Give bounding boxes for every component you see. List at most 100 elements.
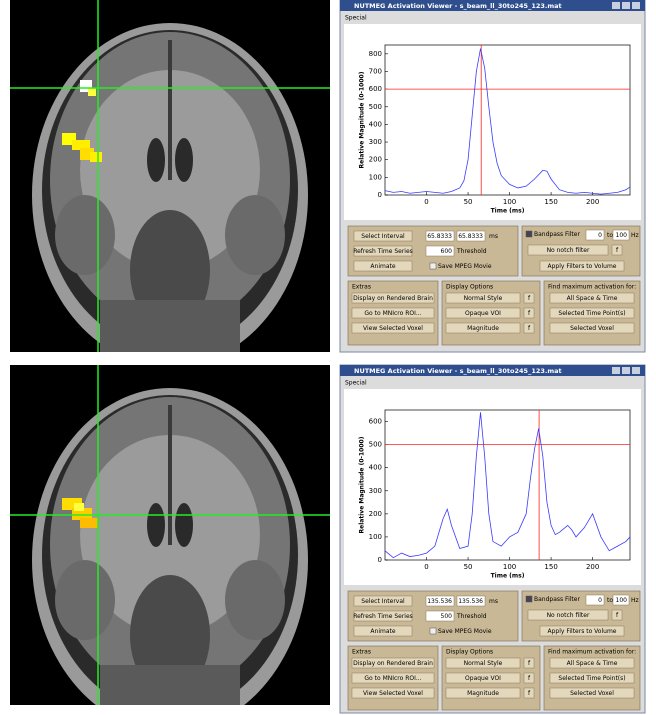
band-unit: Hz [631, 232, 639, 239]
mri-view [10, 365, 330, 715]
band-high-field-value: 100 [616, 232, 628, 239]
band-to: to [607, 232, 613, 239]
x-tick-label: 150 [544, 563, 557, 571]
temporal-lobe [225, 195, 285, 275]
y-tick-label: 400 [369, 464, 382, 472]
close-button[interactable] [632, 367, 640, 374]
refresh-button-label: Refresh Time Series [353, 248, 413, 255]
notch-dropdown-label: No notch filter [547, 612, 590, 619]
notch-dropdown-label: No notch filter [547, 247, 590, 254]
y-tick-label: 600 [369, 418, 382, 426]
x-axis-label: Time (ms) [491, 573, 525, 580]
y-tick-label: 500 [369, 441, 382, 449]
ventricle [175, 503, 193, 547]
checkbox[interactable] [430, 263, 436, 269]
extras-title: Extras [352, 649, 371, 656]
minimize-button[interactable] [612, 367, 620, 374]
close-button[interactable] [632, 2, 640, 9]
plot-area [344, 24, 641, 220]
activation-voxel [74, 503, 84, 511]
find-max-title: Find maximum activation for: [548, 284, 636, 291]
x-tick-label: 50 [464, 198, 473, 206]
threshold-field-value: 600 [441, 248, 453, 255]
maximize-button[interactable] [622, 2, 630, 9]
menu-special[interactable]: Special [345, 15, 367, 22]
y-tick-label: 300 [369, 138, 382, 146]
interval-unit: ms [489, 598, 498, 605]
view-selected-button-label: View Selected Voxel [363, 325, 423, 332]
x-tick-label: 200 [586, 198, 599, 206]
ventricle [147, 503, 165, 547]
select-interval-button-label: Select Interval [361, 233, 405, 240]
goto-roi-button-label: Go to MNIcro ROI... [364, 675, 421, 682]
x-tick-label: 100 [503, 198, 516, 206]
x-axis-label: Time (ms) [491, 208, 525, 215]
y-tick-label: 700 [369, 67, 382, 75]
midline [168, 405, 172, 545]
y-tick-label: 500 [369, 103, 382, 111]
activation-voxel [80, 518, 98, 528]
viewer-window: NUTMEG Activation Viewer - s_beam_ll_30t… [340, 0, 645, 352]
threshold-field-value: 500 [441, 613, 453, 620]
activation-voxel [90, 152, 102, 162]
x-tick-label: 50 [464, 563, 473, 571]
y-axis-label: Relative Magnitude (0-1000) [359, 436, 366, 533]
band-low-field-value: 0 [598, 597, 602, 604]
viewer-window: NUTMEG Activation Viewer - s_beam_ll_30t… [340, 365, 645, 713]
screenshot: NUTMEG Activation Viewer - s_beam_ll_30t… [0, 0, 656, 715]
selected-time-button-label: Selected Time Point(s) [558, 310, 625, 317]
window-title: NUTMEG Activation Viewer - s_beam_ll_30t… [354, 2, 562, 10]
apply-filters-button-label: Apply Filters to Volume [548, 628, 617, 635]
band-unit: Hz [631, 597, 639, 604]
maximize-button[interactable] [622, 367, 630, 374]
threshold-label: Threshold [456, 613, 487, 620]
apply-filters-button-label: Apply Filters to Volume [548, 263, 617, 270]
y-tick-label: 600 [369, 85, 382, 93]
bandpass-label: Bandpass Filter [534, 231, 580, 238]
interval-end-field-value: 65.8333 [458, 233, 483, 240]
x-tick-label: 0 [424, 198, 428, 206]
midline [168, 40, 172, 180]
temporal-lobe [55, 195, 115, 275]
selected-time-button-label: Selected Time Point(s) [558, 675, 625, 682]
save-movie-label: Save MPEG Movie [438, 628, 492, 635]
y-tick-label: 200 [369, 510, 382, 518]
checkbox[interactable] [526, 231, 532, 237]
y-tick-label: 300 [369, 487, 382, 495]
display-rendered-button-label: Display on Rendered Brain [353, 660, 433, 667]
selected-voxel-button-label: Selected Voxel [570, 325, 614, 332]
y-tick-label: 100 [369, 173, 382, 181]
ventricle [175, 138, 193, 182]
x-tick-label: 200 [586, 563, 599, 571]
y-tick-label: 200 [369, 156, 382, 164]
magnitude-dropdown-label: Magnitude [467, 690, 499, 697]
plot-area [344, 389, 641, 585]
band-high-field-value: 100 [616, 597, 628, 604]
all-space-time-button-label: All Space & Time [567, 295, 618, 302]
extras-title: Extras [352, 284, 371, 291]
goto-roi-button-label: Go to MNIcro ROI... [364, 310, 421, 317]
style-dropdown-label: Normal Style [464, 660, 503, 667]
checkbox[interactable] [430, 628, 436, 634]
neck [100, 300, 240, 360]
style-dropdown-label: Normal Style [464, 295, 503, 302]
threshold-label: Threshold [456, 248, 487, 255]
x-tick-label: 150 [544, 198, 557, 206]
bandpass-label: Bandpass Filter [534, 596, 580, 603]
minimize-button[interactable] [612, 2, 620, 9]
select-interval-button-label: Select Interval [361, 598, 405, 605]
interval-start-field-value: 135.536 [427, 598, 452, 605]
temporal-lobe [225, 560, 285, 640]
band-to: to [607, 597, 613, 604]
mri-view [10, 0, 330, 367]
y-axis-label: Relative Magnitude (0-1000) [359, 71, 366, 168]
checkbox[interactable] [526, 596, 532, 602]
voi-dropdown-label: Opaque VOI [465, 675, 501, 682]
neck [100, 665, 240, 715]
refresh-button-label: Refresh Time Series [353, 613, 413, 620]
interval-start-field-value: 65.8333 [427, 233, 452, 240]
view-selected-button-label: View Selected Voxel [363, 690, 423, 697]
animate-button-label: Animate [370, 628, 395, 635]
menu-special[interactable]: Special [345, 380, 367, 387]
display-rendered-button-label: Display on Rendered Brain [353, 295, 433, 302]
